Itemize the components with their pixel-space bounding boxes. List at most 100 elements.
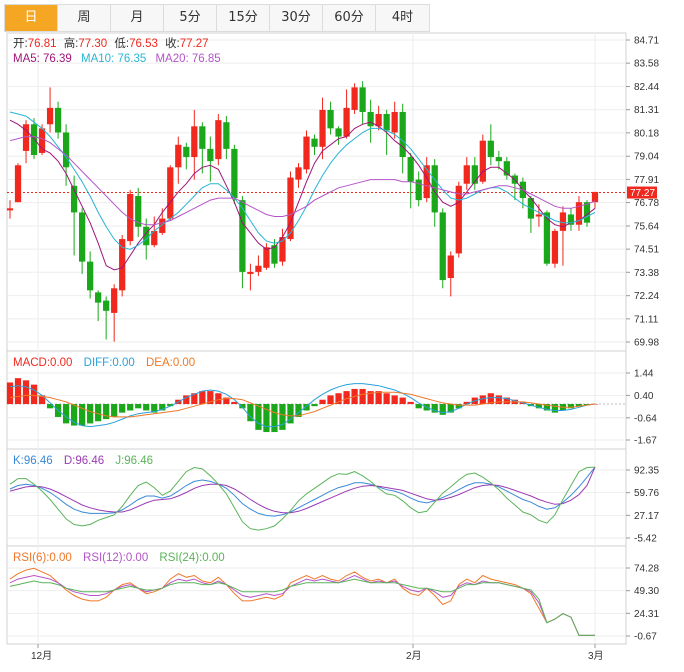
candle-body xyxy=(22,124,30,151)
macd-bar xyxy=(439,404,446,415)
kdj-axis-tick-label: 59.76 xyxy=(634,488,659,499)
rsi-axis-tick-label: 49.30 xyxy=(634,586,659,597)
candle xyxy=(223,116,230,160)
macd-bar xyxy=(311,404,318,407)
macd-bar xyxy=(199,391,206,405)
candle-body xyxy=(359,87,366,112)
diff-line xyxy=(9,383,596,428)
rsi-axis-tick-label: 74.28 xyxy=(634,564,659,575)
kdj-legend: K:96.46 D:96.46 J:96.46 xyxy=(13,455,153,467)
candle-body xyxy=(103,300,110,311)
macd-legend: MACD:0.00 DIFF:0.00 DEA:0.00 xyxy=(13,357,195,369)
ma10-legend: MA10: 76.35 xyxy=(81,53,146,65)
candle-body xyxy=(383,114,390,131)
candle-body xyxy=(271,245,278,264)
k-line xyxy=(9,466,596,517)
macd-bar xyxy=(46,404,54,409)
macd-bar xyxy=(455,404,462,409)
candle-body xyxy=(38,128,46,153)
candle-body xyxy=(551,230,559,264)
tab-0[interactable]: 日 xyxy=(5,5,58,31)
candle-body xyxy=(70,185,78,213)
candle xyxy=(271,239,278,268)
rsi24-label: RSI(24):0.00 xyxy=(159,552,224,564)
candle-body xyxy=(127,193,134,242)
candle xyxy=(247,263,254,291)
price-axis-tick-label: 71.11 xyxy=(634,314,659,325)
macd-bar xyxy=(167,404,174,407)
candle-body xyxy=(463,165,470,184)
candle-body xyxy=(151,230,158,246)
price-axis-tick-label: 81.31 xyxy=(634,105,659,116)
macd-bar xyxy=(359,388,366,405)
rsi-line-2 xyxy=(9,578,595,636)
candle-body xyxy=(543,212,551,264)
candle-body xyxy=(335,128,342,137)
dea-line xyxy=(9,391,596,418)
candle xyxy=(279,228,286,266)
candle-body xyxy=(287,177,294,240)
tab-3[interactable]: 5分 xyxy=(164,5,217,31)
tab-4[interactable]: 15分 xyxy=(217,5,270,31)
open-value: 76.81 xyxy=(28,38,57,50)
macd-bar xyxy=(303,404,310,411)
candle xyxy=(415,171,422,207)
candle-body xyxy=(415,179,422,201)
macd-bar xyxy=(535,404,543,409)
tab-7[interactable]: 4时 xyxy=(391,10,414,25)
ohlc-legend: 开:76.81 高:77.30 低:76.53 收:77.27 xyxy=(13,36,209,50)
candle xyxy=(38,124,46,156)
candle-body xyxy=(535,214,543,217)
candle-body xyxy=(455,185,462,254)
k-label: K:96.46 xyxy=(13,455,53,467)
candle-body xyxy=(319,109,326,147)
candle-body xyxy=(439,212,446,281)
candle xyxy=(127,189,134,246)
candle xyxy=(14,163,22,203)
candle-body xyxy=(30,124,38,156)
candle xyxy=(22,120,30,164)
candle-body xyxy=(247,271,254,274)
tab-5[interactable]: 30分 xyxy=(270,5,323,31)
macd-bar xyxy=(487,393,494,405)
dea-label: DEA:0.00 xyxy=(146,357,195,369)
tab-6[interactable]: 60分 xyxy=(323,5,376,31)
candle-body xyxy=(119,239,126,291)
candle xyxy=(591,191,599,209)
rsi-legend: RSI(6):0.00 RSI(12):0.00 RSI(24):0.00 xyxy=(13,552,225,564)
macd-bar xyxy=(87,404,94,424)
price-axis-tick-label: 72.24 xyxy=(634,291,659,302)
ma20-legend: MA20: 76.85 xyxy=(155,53,220,65)
macd-bar xyxy=(503,397,510,405)
macd-bar xyxy=(135,404,142,409)
candle-body xyxy=(479,140,486,182)
candle xyxy=(311,134,318,156)
candle xyxy=(407,152,414,209)
macd-bar xyxy=(463,401,470,405)
candle-body xyxy=(351,87,358,110)
macd-bar xyxy=(191,393,198,405)
candle xyxy=(6,200,14,219)
tab-1[interactable]: 周 xyxy=(58,5,111,31)
macd-bar xyxy=(287,404,294,424)
macd-bar xyxy=(295,404,302,417)
tab-2[interactable]: 月 xyxy=(111,5,164,31)
candle-body xyxy=(591,191,599,203)
macd-bar xyxy=(447,404,454,413)
candle xyxy=(303,130,310,174)
candle xyxy=(343,89,350,139)
candle xyxy=(399,103,406,174)
candle-body xyxy=(95,292,102,303)
candle xyxy=(111,284,118,342)
price-axis-tick-label: 75.64 xyxy=(634,221,659,232)
candle xyxy=(135,187,142,238)
candle-body xyxy=(431,165,438,213)
candle xyxy=(119,234,126,297)
candle xyxy=(183,142,190,170)
candle-body xyxy=(575,202,583,225)
candle-body xyxy=(231,148,238,199)
rsi-line-0 xyxy=(9,567,595,636)
macd-bar xyxy=(343,391,350,405)
candle xyxy=(167,165,174,221)
ma-legend: MA5: 76.39 MA10: 76.35 MA20: 76.85 xyxy=(13,53,221,65)
